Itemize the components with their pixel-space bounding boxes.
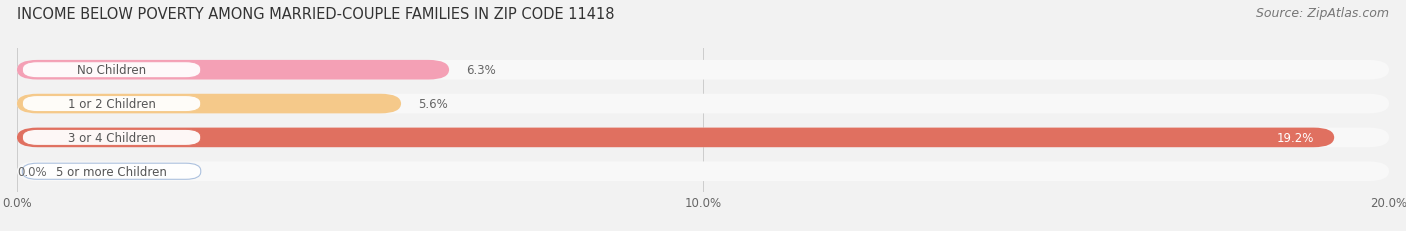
Text: 6.3%: 6.3% bbox=[467, 64, 496, 77]
Text: 3 or 4 Children: 3 or 4 Children bbox=[67, 131, 156, 144]
Text: 1 or 2 Children: 1 or 2 Children bbox=[67, 98, 156, 111]
Text: 19.2%: 19.2% bbox=[1277, 131, 1313, 144]
FancyBboxPatch shape bbox=[17, 94, 401, 114]
FancyBboxPatch shape bbox=[17, 128, 1389, 148]
Text: Source: ZipAtlas.com: Source: ZipAtlas.com bbox=[1256, 7, 1389, 20]
FancyBboxPatch shape bbox=[22, 130, 201, 146]
FancyBboxPatch shape bbox=[17, 128, 1334, 148]
FancyBboxPatch shape bbox=[17, 94, 1389, 114]
Text: No Children: No Children bbox=[77, 64, 146, 77]
FancyBboxPatch shape bbox=[17, 61, 1389, 80]
Text: 5.6%: 5.6% bbox=[418, 98, 449, 111]
FancyBboxPatch shape bbox=[22, 62, 201, 79]
FancyBboxPatch shape bbox=[17, 61, 449, 80]
Text: 0.0%: 0.0% bbox=[17, 165, 46, 178]
Text: INCOME BELOW POVERTY AMONG MARRIED-COUPLE FAMILIES IN ZIP CODE 11418: INCOME BELOW POVERTY AMONG MARRIED-COUPL… bbox=[17, 7, 614, 22]
FancyBboxPatch shape bbox=[17, 162, 1389, 181]
Text: 5 or more Children: 5 or more Children bbox=[56, 165, 167, 178]
FancyBboxPatch shape bbox=[22, 96, 201, 112]
FancyBboxPatch shape bbox=[22, 164, 201, 179]
